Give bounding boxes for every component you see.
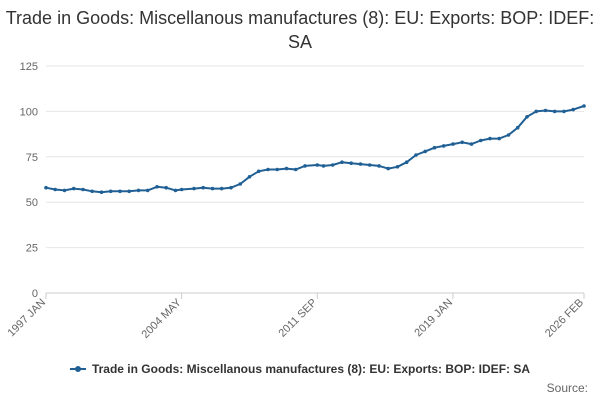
series-line: [45, 105, 585, 194]
data-point: [247, 175, 252, 179]
data-point: [256, 169, 261, 174]
data-point: [201, 185, 205, 190]
x-tick-label: 2019 JAN: [412, 297, 455, 340]
data-point: [404, 160, 409, 164]
data-point: [571, 107, 575, 112]
data-point: [238, 182, 242, 186]
chart-title: Trade in Goods: Miscellanous manufacture…: [5, 8, 595, 52]
data-point: [460, 140, 465, 145]
data-point: [145, 188, 150, 193]
data-point: [515, 125, 520, 130]
data-point: [562, 109, 566, 114]
data-point: [284, 166, 289, 171]
data-point: [303, 164, 307, 168]
data-point: [543, 108, 548, 113]
data-point: [164, 185, 168, 190]
data-point: [315, 163, 320, 167]
y-tick-label: 125: [20, 61, 38, 73]
y-tick-label: 0: [32, 288, 38, 300]
data-point: [340, 160, 344, 164]
data-point: [44, 185, 48, 190]
data-point: [534, 109, 538, 114]
legend-swatch-icon: [69, 363, 86, 375]
x-tick-label: 1997 JAN: [5, 297, 48, 340]
data-point: [451, 142, 455, 146]
data-point: [81, 187, 85, 192]
data-point: [432, 145, 437, 150]
data-point: [582, 104, 586, 108]
data-point: [71, 186, 76, 191]
data-point: [192, 186, 196, 191]
data-point: [497, 136, 502, 141]
data-point: [414, 153, 418, 157]
y-tick-label: 50: [26, 197, 38, 209]
data-point: [506, 133, 511, 137]
data-point: [386, 166, 391, 171]
data-point: [330, 163, 335, 167]
data-point: [423, 149, 428, 154]
x-tick-label: 2004 MAY: [140, 296, 185, 341]
data-point: [349, 161, 354, 165]
data-point: [173, 188, 178, 193]
data-point: [266, 167, 270, 172]
data-point: [377, 164, 381, 168]
data-point: [367, 163, 372, 167]
data-point: [108, 189, 113, 194]
legend-label: Trade in Goods: Miscellanous manufacture…: [91, 362, 531, 376]
data-point: [62, 188, 67, 193]
data-point: [136, 188, 141, 193]
data-point: [321, 164, 326, 168]
data-point: [275, 167, 280, 172]
data-point: [478, 138, 483, 143]
data-point: [395, 165, 400, 169]
source-label: Source:: [546, 381, 588, 395]
data-point: [99, 190, 104, 194]
data-point: [179, 187, 184, 192]
x-tick-label: 2011 SEP: [276, 297, 319, 340]
data-point: [525, 115, 529, 119]
data-point: [53, 187, 57, 192]
data-point: [229, 185, 233, 190]
data-point: [210, 186, 215, 191]
data-point: [90, 189, 94, 194]
data-point: [469, 142, 474, 146]
data-point: [293, 167, 298, 172]
data-point: [358, 162, 363, 166]
data-point: [219, 186, 224, 191]
data-point: [127, 189, 131, 194]
x-tick-label: 2026 FEB: [543, 297, 586, 340]
y-tick-label: 25: [26, 243, 38, 255]
y-tick-label: 100: [20, 106, 38, 118]
data-point: [155, 185, 159, 189]
data-point: [118, 189, 122, 194]
legend[interactable]: Trade in Goods: Miscellanous manufacture…: [0, 362, 600, 376]
data-point: [552, 109, 557, 114]
data-point: [441, 144, 446, 148]
legend-swatch-dot: [74, 366, 81, 372]
data-point: [488, 136, 492, 141]
y-tick-label: 75: [26, 152, 38, 164]
